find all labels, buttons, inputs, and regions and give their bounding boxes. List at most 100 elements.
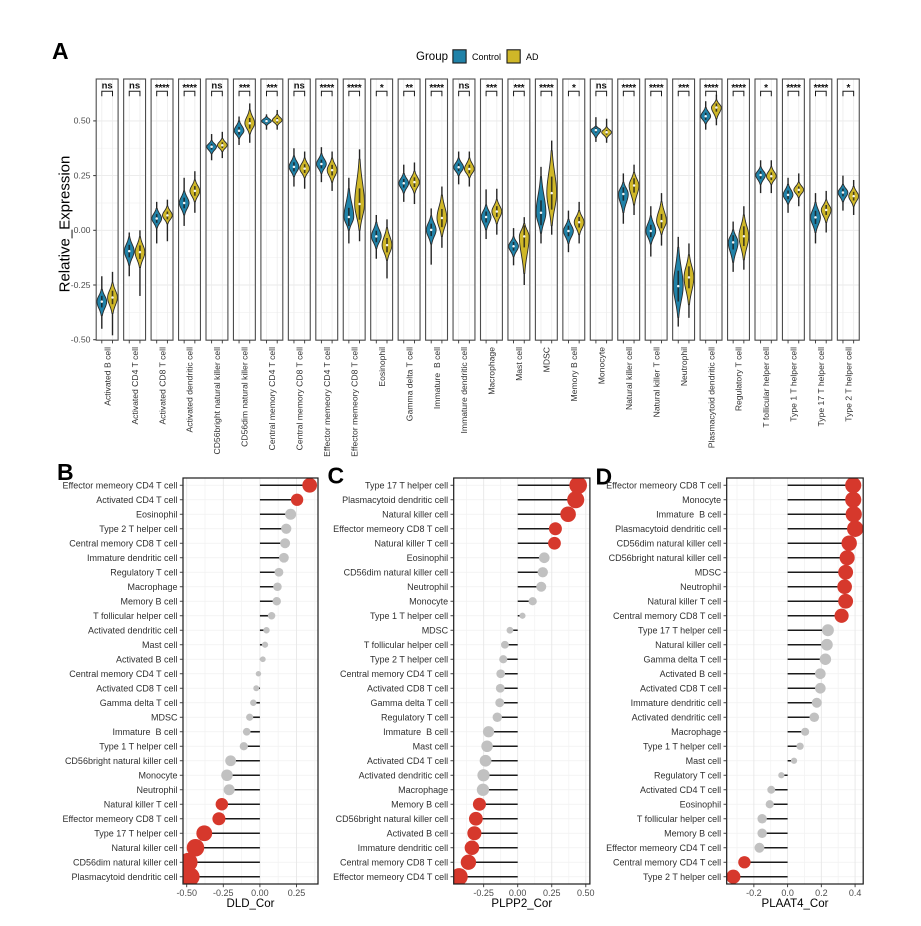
- svg-text:Type 2 T helper cell: Type 2 T helper cell: [844, 347, 854, 422]
- svg-text:Activated CD4 T cell: Activated CD4 T cell: [96, 495, 177, 505]
- svg-text:****: ****: [649, 83, 664, 94]
- svg-text:-0.50: -0.50: [176, 888, 197, 898]
- svg-text:Natural killer T cell: Natural killer T cell: [651, 347, 661, 417]
- svg-text:Memory B cell: Memory B cell: [569, 347, 579, 402]
- svg-text:***: ***: [486, 83, 497, 94]
- svg-text:Plasmacytoid dendritic cell: Plasmacytoid dendritic cell: [615, 524, 721, 534]
- svg-text:Activated B cell: Activated B cell: [116, 654, 178, 664]
- svg-text:Effector memeory CD8 T cell: Effector memeory CD8 T cell: [606, 480, 721, 490]
- svg-text:Effector memeory CD8 T cell: Effector memeory CD8 T cell: [62, 814, 177, 824]
- svg-text:Natural killer T cell: Natural killer T cell: [647, 596, 721, 606]
- svg-text:Immature B cell: Immature B cell: [656, 509, 721, 519]
- svg-text:Central memory CD8 T cell: Central memory CD8 T cell: [613, 611, 721, 621]
- svg-text:AD: AD: [526, 52, 539, 62]
- svg-text:-0.25: -0.25: [473, 888, 494, 898]
- svg-text:MDSC: MDSC: [422, 625, 449, 635]
- svg-text:0.4: 0.4: [849, 888, 862, 898]
- svg-text:-0.25: -0.25: [71, 280, 91, 290]
- svg-text:Type 1 T helper cell: Type 1 T helper cell: [643, 741, 721, 751]
- svg-text:Plasmacytoid dendritic cell: Plasmacytoid dendritic cell: [342, 495, 448, 505]
- svg-text:Activated CD4 T cell: Activated CD4 T cell: [130, 347, 140, 425]
- svg-text:Effector memeory CD4 T cell: Effector memeory CD4 T cell: [333, 872, 448, 882]
- svg-text:****: ****: [429, 83, 444, 94]
- svg-text:Immature dendritic cell: Immature dendritic cell: [459, 347, 469, 434]
- svg-text:Immature dendritic cell: Immature dendritic cell: [358, 843, 449, 853]
- svg-text:ns: ns: [458, 81, 469, 92]
- svg-text:Effector memeory CD4 T cell: Effector memeory CD4 T cell: [322, 347, 332, 457]
- svg-text:Monocyte: Monocyte: [138, 770, 177, 780]
- svg-text:Central memory CD8 T cell: Central memory CD8 T cell: [295, 347, 305, 450]
- svg-text:C: C: [328, 463, 345, 489]
- svg-text:Memory B cell: Memory B cell: [391, 799, 448, 809]
- svg-text:Activated CD4 T cell: Activated CD4 T cell: [640, 785, 721, 795]
- svg-text:Type 2 T helper cell: Type 2 T helper cell: [643, 872, 721, 882]
- svg-text:CD56dim natural killer cell: CD56dim natural killer cell: [617, 538, 722, 548]
- svg-text:Neutrophil: Neutrophil: [136, 785, 177, 795]
- svg-text:Regulatory T cell: Regulatory T cell: [654, 770, 721, 780]
- svg-text:CD56dim natural killer cell: CD56dim natural killer cell: [73, 857, 178, 867]
- svg-text:ns: ns: [294, 81, 305, 92]
- svg-text:ns: ns: [596, 81, 607, 92]
- svg-text:PLAAT4_Cor: PLAAT4_Cor: [762, 898, 829, 910]
- svg-text:Macrophage: Macrophage: [487, 347, 497, 395]
- svg-text:A: A: [52, 38, 69, 64]
- svg-text:CD56bright natural killer cell: CD56bright natural killer cell: [609, 553, 722, 563]
- svg-text:-0.2: -0.2: [746, 888, 762, 898]
- svg-text:****: ****: [320, 83, 335, 94]
- svg-text:CD56bright natural killer cell: CD56bright natural killer cell: [212, 347, 222, 455]
- svg-text:Macrophage: Macrophage: [127, 582, 177, 592]
- svg-text:Activated B cell: Activated B cell: [660, 669, 722, 679]
- svg-text:Activated dendritic cell: Activated dendritic cell: [88, 625, 178, 635]
- svg-text:*: *: [847, 83, 851, 94]
- svg-text:****: ****: [814, 83, 829, 94]
- svg-text:Regulatory T cell: Regulatory T cell: [734, 347, 744, 411]
- svg-text:Type 1 T helper cell: Type 1 T helper cell: [99, 741, 177, 751]
- svg-text:Macrophage: Macrophage: [671, 727, 721, 737]
- svg-text:****: ****: [182, 83, 197, 94]
- svg-text:Type 17 T helper cell: Type 17 T helper cell: [638, 625, 721, 635]
- svg-text:Central memory CD8 T cell: Central memory CD8 T cell: [340, 857, 448, 867]
- svg-text:Effector memeory CD4 T cell: Effector memeory CD4 T cell: [606, 843, 721, 853]
- svg-text:Type 17 T helper cell: Type 17 T helper cell: [94, 828, 177, 838]
- svg-text:PLPP2_Cor: PLPP2_Cor: [491, 898, 552, 910]
- svg-text:Type 17 T helper cell: Type 17 T helper cell: [816, 347, 826, 427]
- svg-text:Gamma delta T cell: Gamma delta T cell: [643, 654, 721, 664]
- svg-text:0.00: 0.00: [509, 888, 527, 898]
- svg-text:Activated dendritic cell: Activated dendritic cell: [632, 712, 722, 722]
- svg-text:Group: Group: [416, 51, 448, 63]
- svg-text:Central memory CD4 T cell: Central memory CD4 T cell: [613, 857, 721, 867]
- svg-text:Activated B cell: Activated B cell: [102, 347, 112, 406]
- svg-text:Immature B cell: Immature B cell: [432, 347, 442, 409]
- svg-text:Type 17 T helper cell: Type 17 T helper cell: [365, 480, 448, 490]
- svg-text:*: *: [572, 83, 576, 94]
- svg-text:Mast cell: Mast cell: [514, 347, 524, 381]
- svg-text:Memory B cell: Memory B cell: [664, 828, 721, 838]
- svg-text:Monocyte: Monocyte: [409, 596, 448, 606]
- svg-text:Gamma delta T cell: Gamma delta T cell: [100, 698, 178, 708]
- svg-text:MDSC: MDSC: [542, 347, 552, 372]
- svg-text:Neutrophil: Neutrophil: [680, 582, 721, 592]
- svg-text:Plasmacytoid dendritic cell: Plasmacytoid dendritic cell: [706, 347, 716, 448]
- svg-text:*: *: [764, 83, 768, 94]
- svg-text:Plasmacytoid dendritic cell: Plasmacytoid dendritic cell: [71, 872, 177, 882]
- svg-text:Natural killer cell: Natural killer cell: [111, 843, 177, 853]
- svg-text:MDSC: MDSC: [695, 567, 722, 577]
- svg-text:***: ***: [514, 83, 525, 94]
- svg-text:0.2: 0.2: [815, 888, 828, 898]
- svg-text:Central memory CD8 T cell: Central memory CD8 T cell: [69, 538, 177, 548]
- svg-text:Immature B cell: Immature B cell: [383, 727, 448, 737]
- svg-text:0.00: 0.00: [74, 225, 91, 235]
- svg-text:B: B: [57, 459, 74, 485]
- svg-text:Mast cell: Mast cell: [413, 741, 449, 751]
- svg-text:Effector memeory CD8 T cell: Effector memeory CD8 T cell: [333, 524, 448, 534]
- svg-text:Natural killer cell: Natural killer cell: [655, 640, 721, 650]
- svg-text:-0.50: -0.50: [71, 335, 91, 345]
- svg-text:Regulatory T cell: Regulatory T cell: [381, 712, 448, 722]
- svg-text:Regulatory T cell: Regulatory T cell: [110, 567, 177, 577]
- svg-text:0.25: 0.25: [543, 888, 561, 898]
- svg-text:Activated CD8 T cell: Activated CD8 T cell: [367, 683, 448, 693]
- svg-text:D: D: [596, 464, 613, 490]
- svg-text:0.50: 0.50: [577, 888, 595, 898]
- svg-text:T follicular helper cell: T follicular helper cell: [364, 640, 448, 650]
- svg-text:Central memory CD4 T cell: Central memory CD4 T cell: [69, 669, 177, 679]
